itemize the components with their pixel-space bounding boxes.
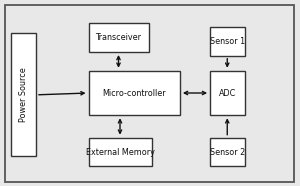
Bar [210, 71, 244, 115]
Text: Sensor 1: Sensor 1 [210, 37, 245, 46]
Bar [88, 138, 152, 166]
Text: Sensor 2: Sensor 2 [210, 147, 245, 157]
Text: ADC: ADC [219, 89, 236, 97]
Bar [11, 33, 36, 156]
Text: Micro-controller: Micro-controller [102, 89, 166, 97]
Text: Power Source: Power Source [19, 68, 28, 122]
Bar [210, 138, 244, 166]
Text: External Memory: External Memory [85, 147, 154, 157]
Bar [210, 27, 244, 56]
Text: Transceiver: Transceiver [95, 33, 142, 42]
Bar [88, 23, 148, 52]
Bar [88, 71, 180, 115]
